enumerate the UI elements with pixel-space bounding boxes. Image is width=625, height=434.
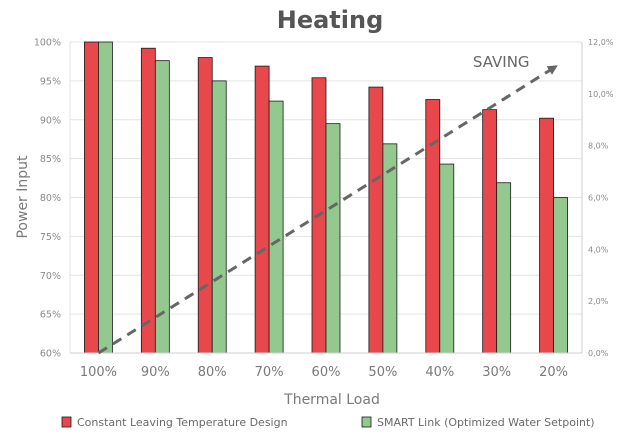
legend: Constant Leaving Temperature Design SMART… [61,416,595,429]
x-tick-label: 70% [255,365,284,380]
y-tick-label: 100% [34,38,61,49]
y2-tick-label: 6,0% [588,194,609,203]
saving-trend: SAVING [97,53,558,355]
y-tick-label: 90% [40,115,61,126]
y-tick-label: 70% [40,271,61,282]
y2-tick-label: 8,0% [588,142,609,151]
bar-smart-link [553,197,568,354]
bar-constant-leaving-temperature [140,47,156,354]
y2-tick-label: 10,0% [588,90,614,99]
bar-smart-link [154,60,170,354]
bar-smart-link [325,123,341,354]
y2-tick-label: 4,0% [588,245,609,254]
bar-smart-link [382,143,398,354]
legend-label: Constant Leaving Temperature Design [77,416,288,429]
bar-smart-link [268,100,284,354]
legend-swatch [361,416,372,428]
bar-constant-leaving-temperature [368,86,384,354]
x-axis-ticks: 100% 90% 80% 70% 60% 50% 40% 30% 20% [80,365,568,380]
bar-constant-leaving-temperature [539,117,554,354]
x-axis-label: Thermal Load [283,392,380,408]
bar-smart-link [439,163,455,354]
saving-trend-line [97,65,558,355]
x-tick-label: 30% [482,365,511,380]
legend-label: SMART Link (Optimized Water Setpoint) [377,416,595,429]
y-axis-label: Power Input [15,155,31,239]
bar-constant-leaving-temperature [482,109,498,354]
y-tick-label: 95% [40,76,61,87]
bar-smart-link [211,80,227,354]
secondary-y-axis-ticks: 12,0% 10,0% 8,0% 6,0% 4,0% 2,0% 0,0% [588,38,614,358]
y2-tick-label: 12,0% [588,38,614,47]
bar-smart-link [496,182,512,354]
saving-label: SAVING [473,53,530,71]
x-tick-label: 90% [141,365,170,380]
y-axis-ticks: 100% 95% 90% 85% 80% 75% 70% 65% 60% [34,38,61,360]
x-tick-label: 60% [312,365,341,380]
y-tick-label: 80% [40,193,61,204]
bar-constant-leaving-temperature [425,99,441,354]
y2-tick-label: 2,0% [588,297,609,306]
axes [69,42,583,354]
y-tick-label: 60% [40,349,61,360]
y2-tick-label: 0,0% [588,349,609,358]
y-tick-label: 65% [40,310,61,321]
y-tick-label: 85% [40,154,61,165]
x-tick-label: 50% [368,365,397,380]
legend-swatch [61,416,72,428]
x-tick-label: 80% [198,365,227,380]
y-tick-label: 75% [40,232,61,243]
bar-constant-leaving-temperature [197,57,213,354]
bar-constant-leaving-temperature [254,65,270,354]
bar-smart-link [98,41,113,354]
x-tick-label: 40% [425,365,454,380]
x-tick-label: 20% [539,365,568,380]
x-tick-label: 100% [80,365,117,380]
bar-constant-leaving-temperature [84,41,99,354]
chart-title: Heating [277,6,384,34]
bars [84,41,568,354]
